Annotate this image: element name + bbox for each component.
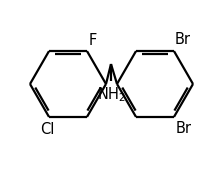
Text: NH$_2$: NH$_2$: [97, 85, 125, 104]
Text: Br: Br: [175, 32, 191, 47]
Text: Cl: Cl: [40, 122, 54, 137]
Text: F: F: [89, 33, 97, 48]
Text: Br: Br: [176, 121, 192, 136]
